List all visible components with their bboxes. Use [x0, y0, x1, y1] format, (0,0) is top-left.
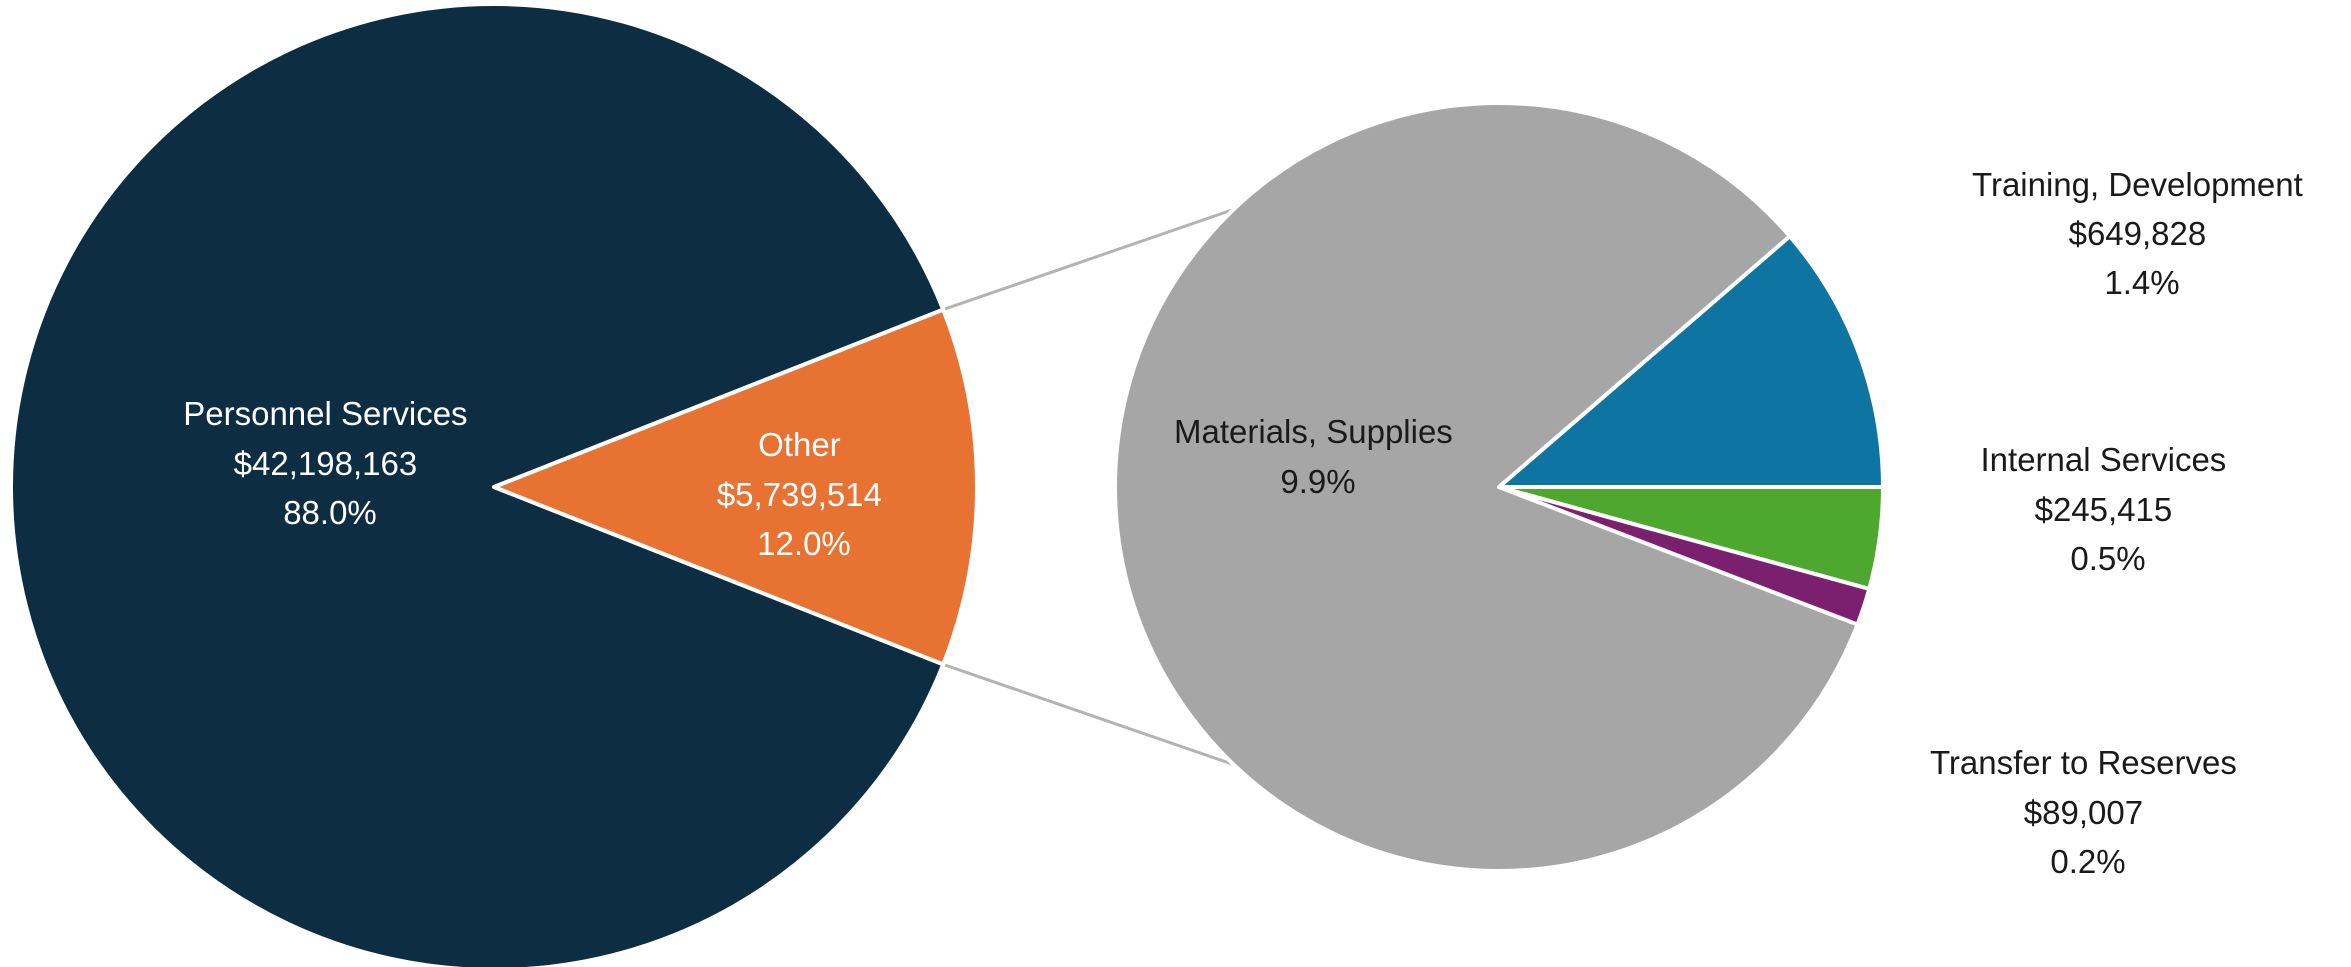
slice-personnel	[8, 2, 946, 967]
label-personnel-percent: 88.0%	[283, 494, 377, 531]
label-other-percent: 12.0%	[757, 525, 851, 562]
label-other-name: Other	[758, 426, 841, 463]
label-personnel-services: Personnel Services $42,198,163 88.0%	[183, 395, 476, 531]
label-internal-percent: 0.5%	[2070, 540, 2145, 577]
label-training-development: Training, Development $649,828 1.4%	[1972, 166, 2312, 301]
label-transfer-name: Transfer to Reserves	[1930, 744, 2237, 781]
label-personnel-amount: $42,198,163	[234, 445, 418, 482]
label-personnel-name: Personnel Services	[183, 395, 467, 432]
label-transfer-percent: 0.2%	[2050, 843, 2125, 880]
slice-materials	[1113, 101, 1860, 873]
label-internal-services: Internal Services $245,415 0.5%	[1981, 441, 2236, 577]
label-internal-amount: $245,415	[2035, 491, 2173, 528]
label-training-percent: 1.4%	[2104, 264, 2179, 301]
breakdown-pie	[1113, 101, 1885, 873]
label-transfer-to-reserves: Transfer to Reserves $89,007 0.2%	[1930, 744, 2246, 880]
label-transfer-amount: $89,007	[2024, 794, 2143, 831]
label-materials-supplies: Materials, Supplies 9.9%	[1174, 413, 1462, 500]
label-training-amount: $649,828	[2069, 215, 2207, 252]
label-materials-percent: 9.9%	[1280, 463, 1355, 500]
label-training-name: Training, Development	[1972, 166, 2303, 203]
slice-transfer	[1497, 485, 1872, 627]
label-other: Other $5,739,514 12.0%	[717, 426, 891, 562]
label-other-amount: $5,739,514	[717, 476, 882, 513]
slice-other	[492, 307, 979, 667]
label-materials-name: Materials, Supplies	[1174, 413, 1453, 450]
main-pie	[8, 2, 979, 967]
label-internal-name: Internal Services	[1981, 441, 2227, 478]
slice-training	[1497, 234, 1885, 489]
